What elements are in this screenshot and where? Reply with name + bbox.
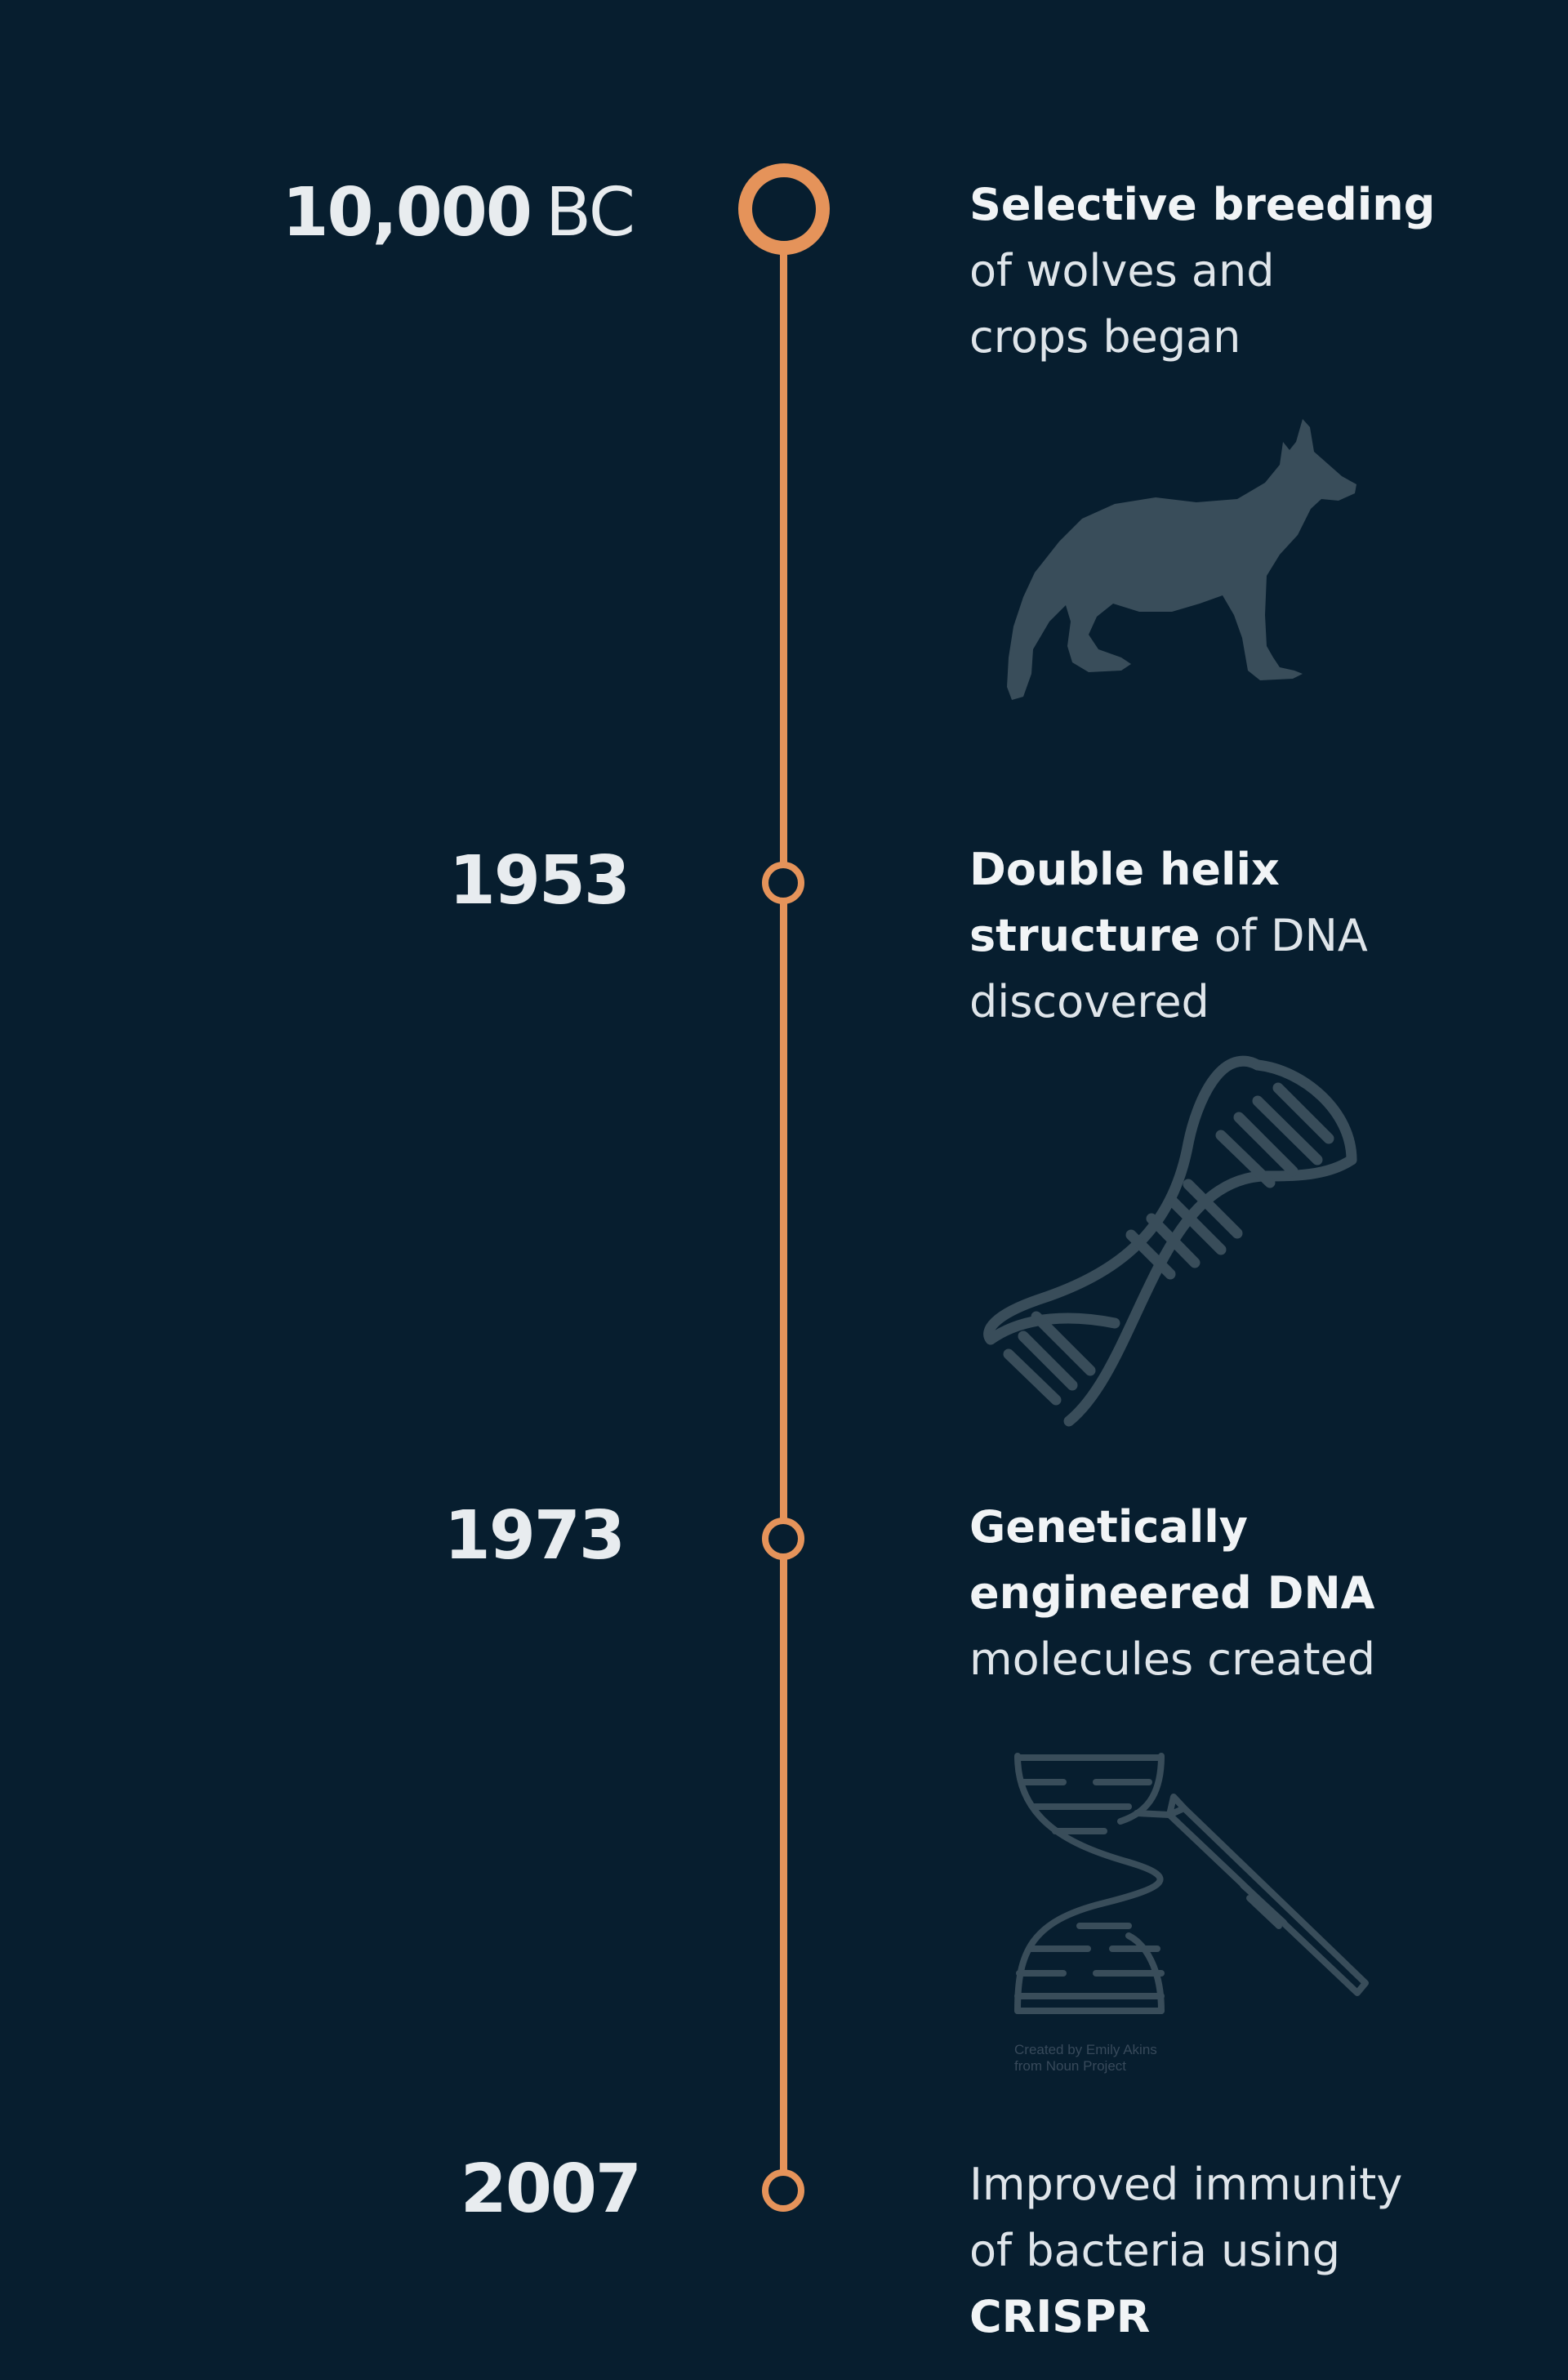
- credit-line2: from Noun Project: [1014, 2058, 1126, 2074]
- event-description-1973: Genetically engineered DNA molecules cre…: [969, 1494, 1375, 1692]
- desc-line: engineered DNA: [969, 1567, 1375, 1619]
- timeline-node-1973: [762, 1518, 804, 1560]
- event-year-10000bc: 10,000 BC: [282, 180, 635, 247]
- dna-helix-icon: [983, 1055, 1357, 1427]
- timeline-line: [780, 245, 787, 2195]
- dog-silhouette-icon: [1007, 419, 1356, 700]
- icon-credit: Created by Emily Akins from Noun Project: [1014, 2042, 1157, 2075]
- desc-line: Selective breeding: [969, 179, 1436, 230]
- timeline-node-1953: [762, 862, 804, 904]
- event-description-2007: Improved immunity of bacteria using CRIS…: [969, 2151, 1402, 2350]
- year-number: 10,000: [282, 174, 532, 252]
- desc-line: crops began: [969, 311, 1241, 363]
- event-year-1953: 1953: [449, 848, 630, 915]
- dna-tweezers-icon: [1014, 1753, 1369, 2014]
- desc-bold: structure: [969, 910, 1200, 961]
- desc-line: of wolves and: [969, 245, 1275, 296]
- desc-line: Genetically: [969, 1501, 1249, 1553]
- desc-line: structure of DNA: [969, 903, 1368, 969]
- desc-line: discovered: [969, 976, 1209, 1027]
- event-year-2007: 2007: [461, 2156, 642, 2223]
- desc-line: CRISPR: [969, 2291, 1151, 2342]
- timeline-node-10000bc: [738, 163, 830, 255]
- desc-line: Double helix: [969, 844, 1280, 895]
- event-description-10000bc: Selective breeding of wolves and crops b…: [969, 172, 1435, 370]
- desc-rest: of DNA: [1200, 910, 1368, 961]
- desc-line: Improved immunity: [969, 2159, 1403, 2210]
- year-number: 1973: [443, 1497, 626, 1575]
- year-number: 1953: [448, 842, 630, 920]
- event-year-1973: 1973: [444, 1503, 626, 1570]
- event-description-1953: Double helix structure of DNA discovered: [969, 836, 1368, 1035]
- desc-line: of bacteria using: [969, 2225, 1340, 2276]
- year-number: 2007: [460, 2150, 642, 2228]
- year-era: BC: [545, 174, 635, 252]
- credit-line1: Created by Emily Akins: [1014, 2042, 1157, 2057]
- timeline-node-2007: [762, 2169, 804, 2212]
- desc-line: molecules created: [969, 1633, 1375, 1685]
